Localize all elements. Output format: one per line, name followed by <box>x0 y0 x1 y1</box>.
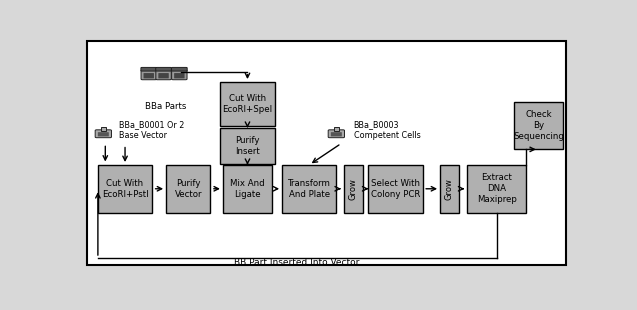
FancyBboxPatch shape <box>174 73 185 78</box>
FancyBboxPatch shape <box>87 41 566 265</box>
Text: BB Part Inserted Into Vector: BB Part Inserted Into Vector <box>234 258 359 267</box>
Text: BBa_B0003
Competent Cells: BBa_B0003 Competent Cells <box>354 120 420 140</box>
Text: Purify
Vector: Purify Vector <box>175 179 202 199</box>
Text: BBa_B0001 Or 2
Base Vector: BBa_B0001 Or 2 Base Vector <box>119 120 185 140</box>
FancyBboxPatch shape <box>98 132 109 136</box>
FancyBboxPatch shape <box>171 67 187 71</box>
Text: Extract
DNA
Maxiprep: Extract DNA Maxiprep <box>477 173 517 204</box>
Text: Transform
And Plate: Transform And Plate <box>288 179 331 199</box>
Text: BBa Parts: BBa Parts <box>145 102 187 111</box>
FancyBboxPatch shape <box>331 132 342 136</box>
FancyBboxPatch shape <box>344 165 362 213</box>
Text: Purify
Insert: Purify Insert <box>235 136 260 156</box>
FancyBboxPatch shape <box>141 67 157 71</box>
Text: Grow: Grow <box>445 178 454 200</box>
FancyBboxPatch shape <box>143 73 154 78</box>
FancyBboxPatch shape <box>220 128 275 164</box>
Text: Cut With
EcoRI+SpeI: Cut With EcoRI+SpeI <box>222 94 273 114</box>
Text: Cut With
EcoRI+PstI: Cut With EcoRI+PstI <box>102 179 148 199</box>
Text: Check
By
Sequencing: Check By Sequencing <box>513 110 564 141</box>
FancyBboxPatch shape <box>171 70 187 80</box>
FancyBboxPatch shape <box>156 70 171 80</box>
Text: Mix And
Ligate: Mix And Ligate <box>230 179 265 199</box>
Text: Grow: Grow <box>348 178 357 200</box>
FancyBboxPatch shape <box>328 130 345 138</box>
FancyBboxPatch shape <box>98 165 152 213</box>
FancyBboxPatch shape <box>141 70 157 80</box>
FancyBboxPatch shape <box>514 102 564 149</box>
FancyBboxPatch shape <box>334 127 339 131</box>
FancyBboxPatch shape <box>223 165 272 213</box>
FancyBboxPatch shape <box>166 165 210 213</box>
FancyBboxPatch shape <box>101 127 106 131</box>
FancyBboxPatch shape <box>155 67 171 71</box>
Text: Select With
Colony PCR: Select With Colony PCR <box>371 179 420 199</box>
FancyBboxPatch shape <box>467 165 526 213</box>
FancyBboxPatch shape <box>220 82 275 126</box>
FancyBboxPatch shape <box>440 165 459 213</box>
FancyBboxPatch shape <box>368 165 423 213</box>
FancyBboxPatch shape <box>282 165 336 213</box>
FancyBboxPatch shape <box>159 73 169 78</box>
FancyBboxPatch shape <box>95 130 111 138</box>
